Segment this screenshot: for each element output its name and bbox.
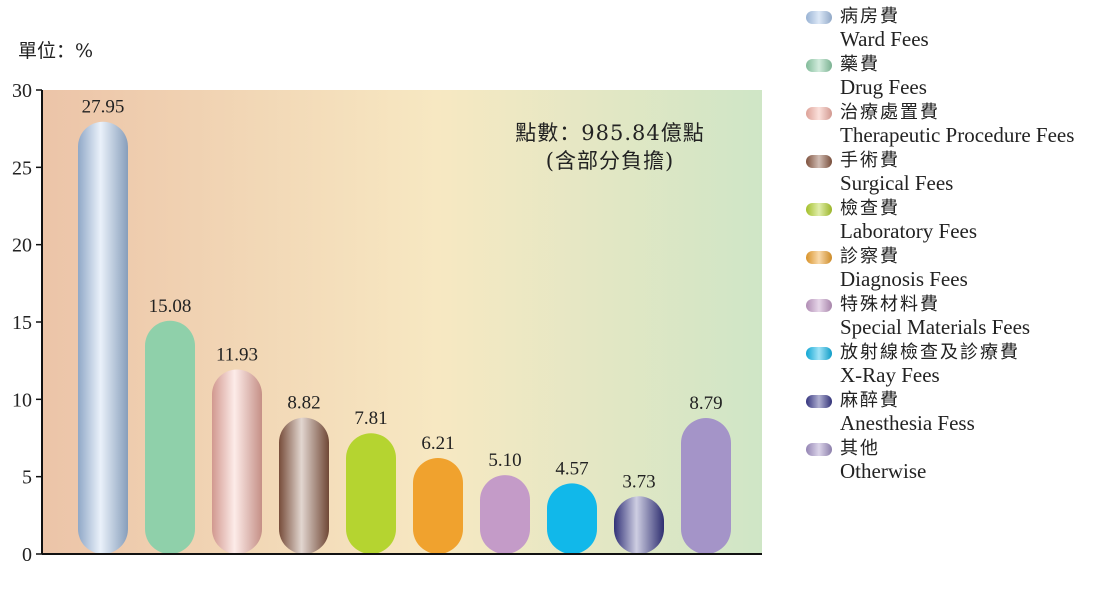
bar	[480, 475, 530, 554]
legend-label-zh: 診察費	[840, 246, 900, 267]
bar	[78, 121, 128, 554]
legend-swatch	[806, 443, 832, 456]
bar	[145, 320, 195, 554]
bar-value-label: 5.10	[488, 450, 521, 471]
total-points-annotation: 點數：985.84億點 (含部分負擔)	[515, 121, 704, 173]
legend-swatch	[806, 203, 832, 216]
bar-value-label: 15.08	[149, 296, 192, 317]
legend-label-zh: 其他	[840, 438, 880, 459]
legend-label-en: Special Materials Fees	[840, 315, 1031, 339]
y-tick-label: 5	[22, 467, 32, 489]
bars: 27.95 15.08 11.93 8.82 7.81 6.21 5.10 4.57 3.73 8…	[78, 97, 731, 554]
legend-item: 治療處置費 Therapeutic Procedure Fees	[800, 102, 1113, 146]
y-tick-label: 10	[12, 389, 32, 411]
legend-item: 手術費 Surgical Fees	[800, 150, 1113, 194]
legend-item: 藥費 Drug Fees	[800, 54, 1113, 98]
legend-swatch	[806, 59, 832, 72]
legend-label-zh: 檢查費	[840, 198, 900, 219]
legend-item: 檢查費 Laboratory Fees	[800, 198, 1113, 242]
bar	[346, 433, 396, 554]
bar	[614, 496, 664, 554]
bar-value-label: 8.79	[689, 393, 722, 414]
bar-chart: 單位：% 0 5 10 15 20 25 30 27.95 15.08 11.93 8.82 7.8…	[12, 40, 762, 566]
legend-label-zh: 麻醉費	[840, 390, 900, 411]
legend-swatch	[806, 299, 832, 312]
y-tick-label: 0	[22, 544, 32, 566]
legend-label-en: Surgical Fees	[840, 171, 954, 195]
legend-swatch	[806, 347, 832, 360]
legend-label-en: X-Ray Fees	[840, 363, 940, 387]
legend-label-zh: 特殊材料費	[840, 294, 940, 315]
y-tick-label: 15	[12, 312, 32, 334]
legend-label-zh: 手術費	[840, 150, 900, 171]
bar	[547, 483, 597, 554]
y-tick-label: 25	[12, 157, 32, 179]
bar	[279, 417, 329, 554]
bar-value-label: 4.57	[555, 458, 588, 479]
y-tick-label: 20	[12, 235, 32, 257]
legend-item: 特殊材料費 Special Materials Fees	[800, 294, 1113, 338]
bar-value-label: 11.93	[216, 344, 258, 365]
legend-label-en: Otherwise	[840, 459, 927, 483]
legend-swatch	[806, 107, 832, 120]
y-tick-label: 30	[12, 80, 32, 102]
bar-value-label: 7.81	[354, 408, 387, 429]
bar-value-label: 6.21	[421, 433, 454, 454]
annotation-line: 點數：985.84億點	[515, 121, 704, 145]
legend-item: 其他 Otherwise	[800, 438, 1113, 482]
unit-label: 單位：%	[18, 40, 93, 62]
legend-label-en: Ward Fees	[840, 27, 929, 51]
legend-item: 病房費 Ward Fees	[800, 6, 1113, 50]
legend-swatch	[806, 155, 832, 168]
legend-item: 放射線檢查及診療費 X-Ray Fees	[800, 342, 1113, 386]
legend-label-en: Anesthesia Fess	[840, 411, 975, 435]
legend-swatch	[806, 395, 832, 408]
bar-value-label: 27.95	[82, 97, 125, 118]
legend-label-en: Diagnosis Fees	[840, 267, 968, 291]
bar	[681, 418, 731, 554]
legend: 病房費 Ward Fees 藥費 Drug Fees 治療處置費 Therapeutic …	[800, 6, 1113, 486]
legend-item: 診察費 Diagnosis Fees	[800, 246, 1113, 290]
bar-value-label: 3.73	[622, 471, 655, 492]
bar	[413, 457, 463, 554]
bar-value-label: 8.82	[287, 393, 320, 414]
annotation-line: (含部分負擔)	[546, 149, 674, 173]
legend-label-zh: 放射線檢查及診療費	[840, 342, 1020, 363]
legend-label-zh: 病房費	[840, 6, 900, 27]
legend-swatch	[806, 11, 832, 24]
legend-item: 麻醉費 Anesthesia Fess	[800, 390, 1113, 434]
legend-swatch	[806, 251, 832, 264]
legend-label-zh: 治療處置費	[840, 102, 940, 123]
legend-label-zh: 藥費	[840, 54, 880, 75]
bar	[212, 369, 262, 554]
legend-label-en: Therapeutic Procedure Fees	[840, 123, 1075, 147]
legend-label-en: Laboratory Fees	[840, 219, 978, 243]
y-axis: 0 5 10 15 20 25 30	[12, 80, 42, 566]
legend-label-en: Drug Fees	[840, 75, 927, 99]
